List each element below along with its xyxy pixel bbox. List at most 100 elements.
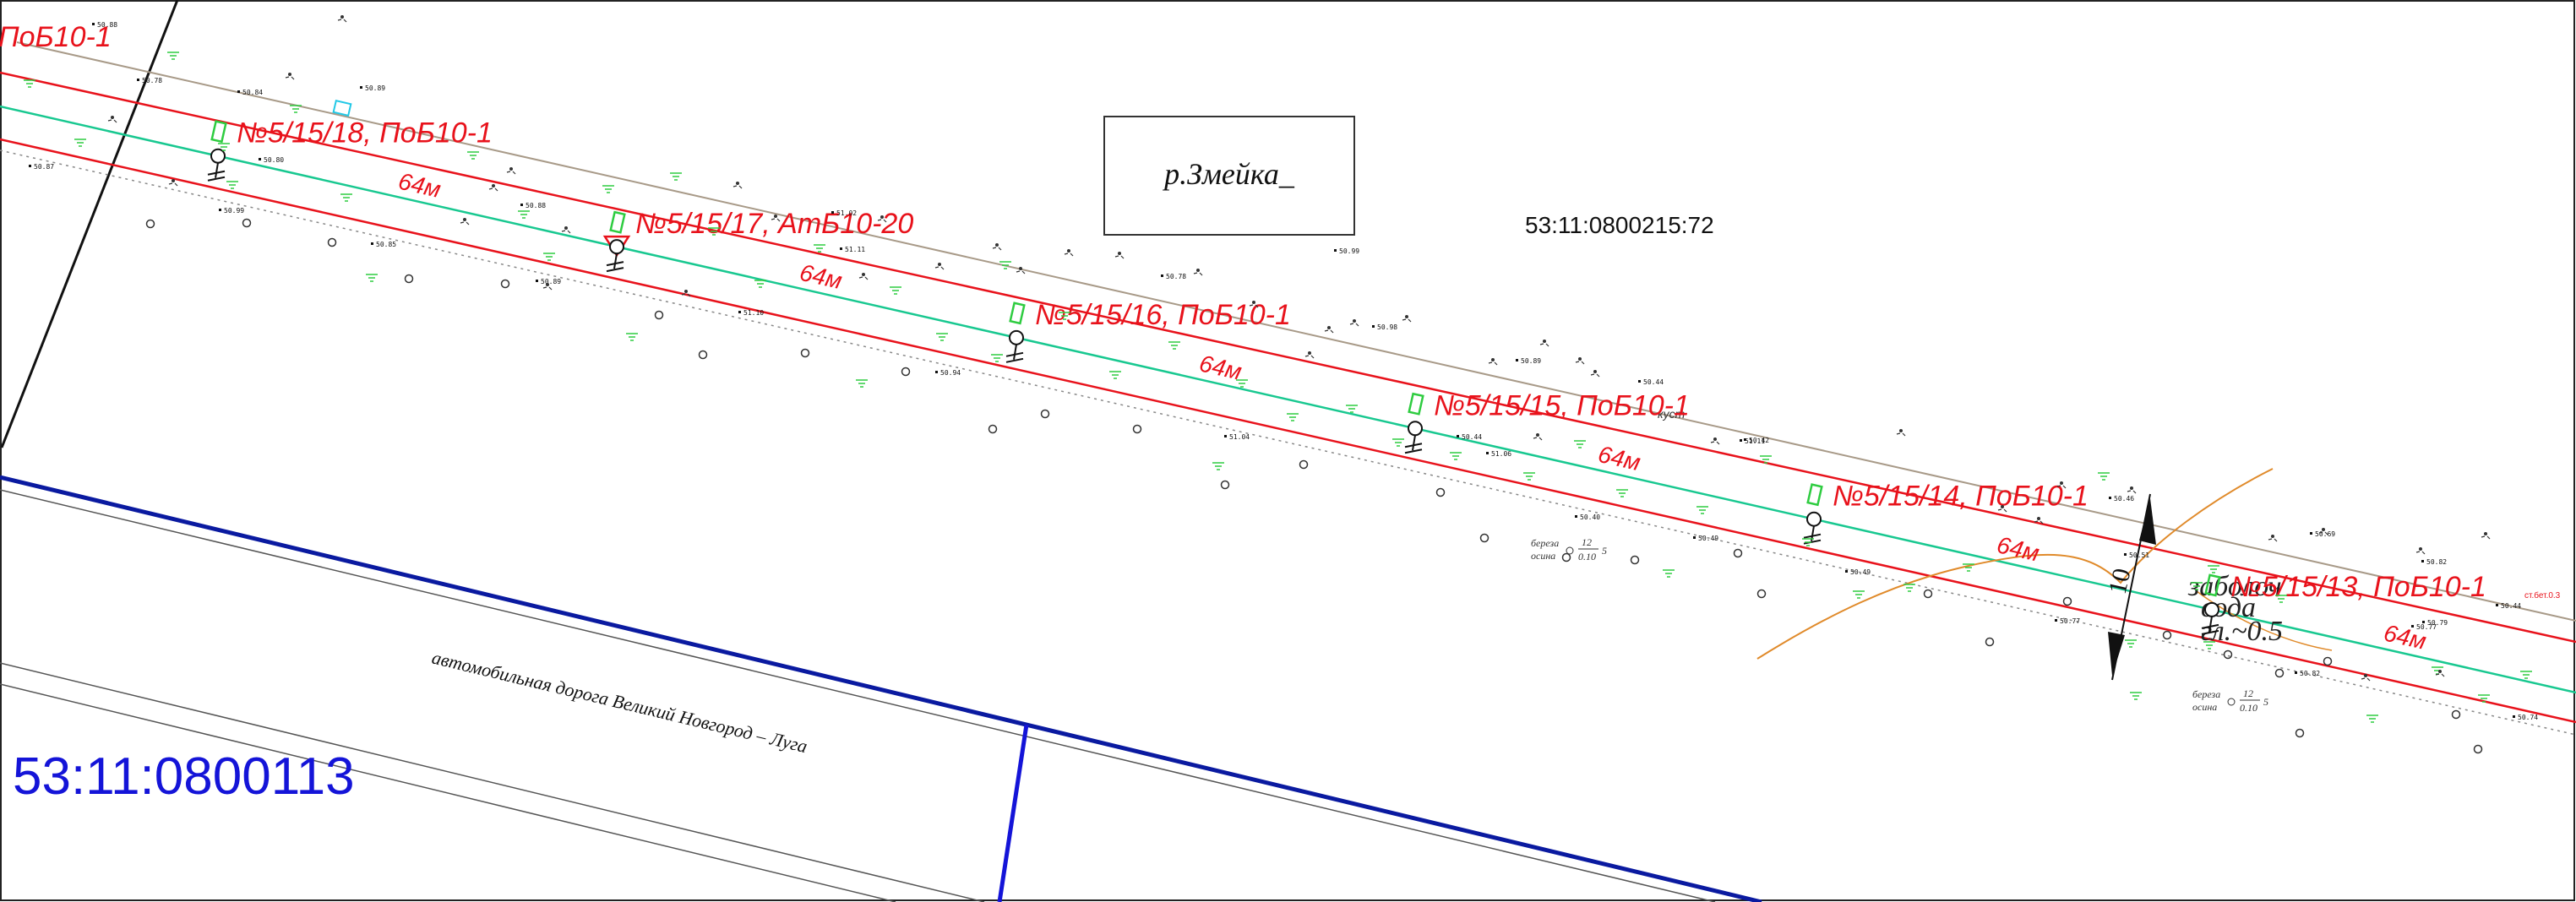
elevation-point xyxy=(1744,438,1746,441)
elevation-point xyxy=(1372,325,1375,328)
elevation-point xyxy=(2124,553,2127,556)
survey-point xyxy=(2451,709,2461,720)
road-parcel-boundary xyxy=(0,475,1762,902)
dotted-edge-line xyxy=(0,149,2576,736)
elevation-point xyxy=(738,311,741,313)
tree-mark-icon xyxy=(506,167,516,175)
tree-note-1: береза осина 12 0.10 5 xyxy=(1531,536,1607,562)
grass-icon xyxy=(991,354,1003,362)
grass-icon xyxy=(814,244,825,253)
grass-icon xyxy=(1853,590,1865,599)
tree-mark-icon xyxy=(1710,437,1720,445)
river-label-box xyxy=(1103,116,1355,236)
survey-point xyxy=(1299,459,1309,470)
elevation-label: 50.89 xyxy=(541,278,561,285)
grass-icon xyxy=(218,143,230,151)
tree-mark-icon xyxy=(1590,370,1600,378)
survey-point xyxy=(1040,409,1050,419)
grass-icon xyxy=(467,151,479,160)
pole-icon: №5/15/14, ПоБ10-1 xyxy=(1803,481,2089,545)
tree-mark-icon xyxy=(460,218,470,226)
elevation-point xyxy=(219,209,221,211)
elevation-label: 51.10 xyxy=(743,309,764,317)
elevation-label: 50.49 xyxy=(1850,568,1871,576)
survey-point xyxy=(2274,668,2285,678)
tree-mark-icon xyxy=(488,184,498,192)
elevation-label: 50.49 xyxy=(1698,535,1718,542)
elevation-point xyxy=(1334,249,1337,252)
grass-icon xyxy=(2520,671,2532,679)
road-label: автомобильная дорога Великий Новгород – … xyxy=(430,647,809,758)
elevation-layer: 50.88 50.78 50.84 50.89 50.87 50.80 50.99 50.88… xyxy=(29,21,2538,721)
survey-point xyxy=(2295,728,2305,738)
elevation-point xyxy=(520,204,523,206)
tree-mark-icon xyxy=(1324,326,1334,334)
pole-icon: №5/15/15, ПоБ10-1 xyxy=(1404,389,1690,454)
pole-icon: №5/15/13, ПоБ10-1 xyxy=(2201,571,2486,635)
grass-icon xyxy=(1523,472,1535,481)
grass-icon xyxy=(2208,565,2219,573)
pole-layer: №5/15/18, ПоБ10-1 №5/15/17, АтБ10-20 №5/15… xyxy=(207,117,2486,635)
grass-icon xyxy=(1450,452,1462,460)
elevation-point xyxy=(2295,671,2297,674)
grass-icon xyxy=(226,181,238,189)
pole-label: №5/15/14, ПоБ10-1 xyxy=(1833,481,2089,513)
elevation-point xyxy=(1693,536,1696,539)
elevation-label: 51.06 xyxy=(1491,450,1511,458)
anchor-pole-icon: №5/15/17, АтБ10-20 xyxy=(602,208,913,273)
survey-point xyxy=(2473,744,2483,754)
grass-icon xyxy=(2191,582,2203,590)
elevation-label: 51.11 xyxy=(1745,437,1765,445)
grass-icon xyxy=(1663,569,1675,578)
elevation-point xyxy=(92,23,95,25)
grass-icon xyxy=(167,52,179,60)
tree-mark-icon xyxy=(1304,351,1315,359)
tree-mark-icon xyxy=(1896,429,1906,437)
tree-mark-icon xyxy=(1402,315,1412,323)
survey-point xyxy=(145,219,155,229)
elevation-point xyxy=(1224,435,1227,437)
elevation-point xyxy=(259,158,261,160)
grass-icon xyxy=(340,193,352,202)
elevation-point xyxy=(831,211,834,214)
road-edge-3 xyxy=(0,683,896,902)
tree-mark-icon xyxy=(1539,340,1549,347)
tree-mark-icon xyxy=(1016,267,1026,274)
line-axis xyxy=(0,105,2576,694)
elevation-label: 50.89 xyxy=(1521,357,1541,365)
pole-label: №5/15/13, ПоБ10-1 xyxy=(2230,571,2486,603)
elevation-label: 51.02 xyxy=(836,209,857,217)
elevation-point xyxy=(2310,532,2312,535)
elevation-point xyxy=(536,280,538,282)
grass-icon xyxy=(518,210,530,219)
svg-text:0.10: 0.10 xyxy=(2240,702,2257,714)
grass-icon xyxy=(2432,666,2443,675)
elevation-point xyxy=(360,86,362,89)
parcel-divider xyxy=(997,724,1029,902)
survey-point xyxy=(1561,552,1571,562)
grass-icon xyxy=(1392,438,1404,447)
elevation-label: 50.98 xyxy=(1377,323,1397,331)
road-edge-2 xyxy=(0,662,985,902)
elevation-label: 50.78 xyxy=(142,77,162,84)
elevation-label: 50.82 xyxy=(2300,670,2320,677)
tree-mark-icon xyxy=(2127,486,2137,494)
grass-icon xyxy=(1346,405,1358,413)
grass-icon xyxy=(1236,379,1248,388)
grass-icon xyxy=(1059,312,1070,320)
grass-icon xyxy=(999,261,1011,269)
elevation-point xyxy=(2109,497,2111,499)
elevation-point xyxy=(1638,380,1641,383)
grass-icon xyxy=(1963,563,1974,572)
river-label: р.Змейка_ xyxy=(1162,157,1295,191)
elevation-point xyxy=(840,247,842,250)
kust-note: куст xyxy=(1658,407,1686,421)
survey-point xyxy=(242,218,252,228)
grass-icon xyxy=(1168,341,1180,350)
pole-icon: №5/15/18, ПоБ10-1 xyxy=(207,117,493,182)
grass-icon xyxy=(2130,692,2142,700)
elevation-label: 50.99 xyxy=(224,207,244,215)
elevation-point xyxy=(2422,621,2425,623)
elevation-label: 50.44 xyxy=(2501,602,2521,610)
elevation-label: 50.99 xyxy=(1339,247,1359,255)
